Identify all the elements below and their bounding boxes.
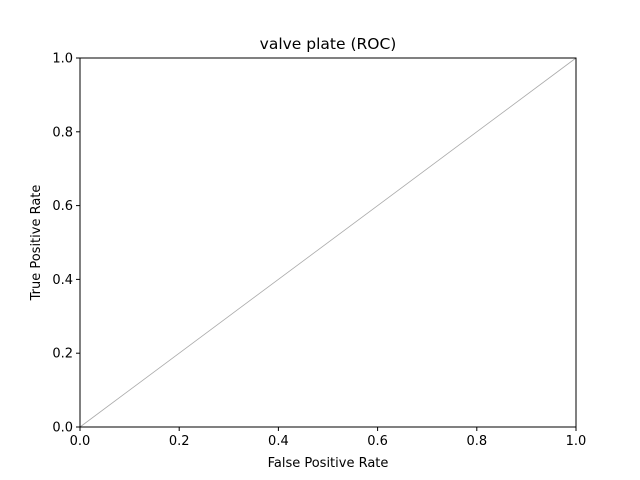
x-tick-label: 0.0 bbox=[70, 434, 91, 449]
x-tick-label: 0.4 bbox=[268, 434, 289, 449]
series-line-0 bbox=[79, 57, 577, 428]
y-tick-label: 0.6 bbox=[52, 199, 73, 214]
series-layer bbox=[79, 57, 577, 428]
chart-title: valve plate (ROC) bbox=[260, 35, 397, 53]
plot-frame bbox=[79, 57, 577, 428]
y-tick-label: 0.2 bbox=[52, 347, 73, 362]
x-axis-title: False Positive Rate bbox=[268, 456, 389, 471]
x-axis-ticks: 0.0 0.2 0.4 0.6 0.8 1.0 bbox=[70, 427, 587, 449]
x-tick-label: 0.6 bbox=[367, 434, 388, 449]
x-tick-label: 0.2 bbox=[169, 434, 190, 449]
x-tick-label: 0.8 bbox=[466, 434, 487, 449]
y-axis-title: True Positive Rate bbox=[29, 185, 44, 302]
y-tick-label: 0.4 bbox=[52, 273, 73, 288]
y-tick-label: 0.0 bbox=[52, 421, 73, 436]
y-tick-label: 1.0 bbox=[52, 52, 73, 67]
y-axis-ticks: 0.0 0.2 0.4 0.6 0.8 1.0 bbox=[52, 52, 80, 436]
y-tick-label: 0.8 bbox=[52, 125, 73, 140]
x-tick-label: 1.0 bbox=[566, 434, 587, 449]
